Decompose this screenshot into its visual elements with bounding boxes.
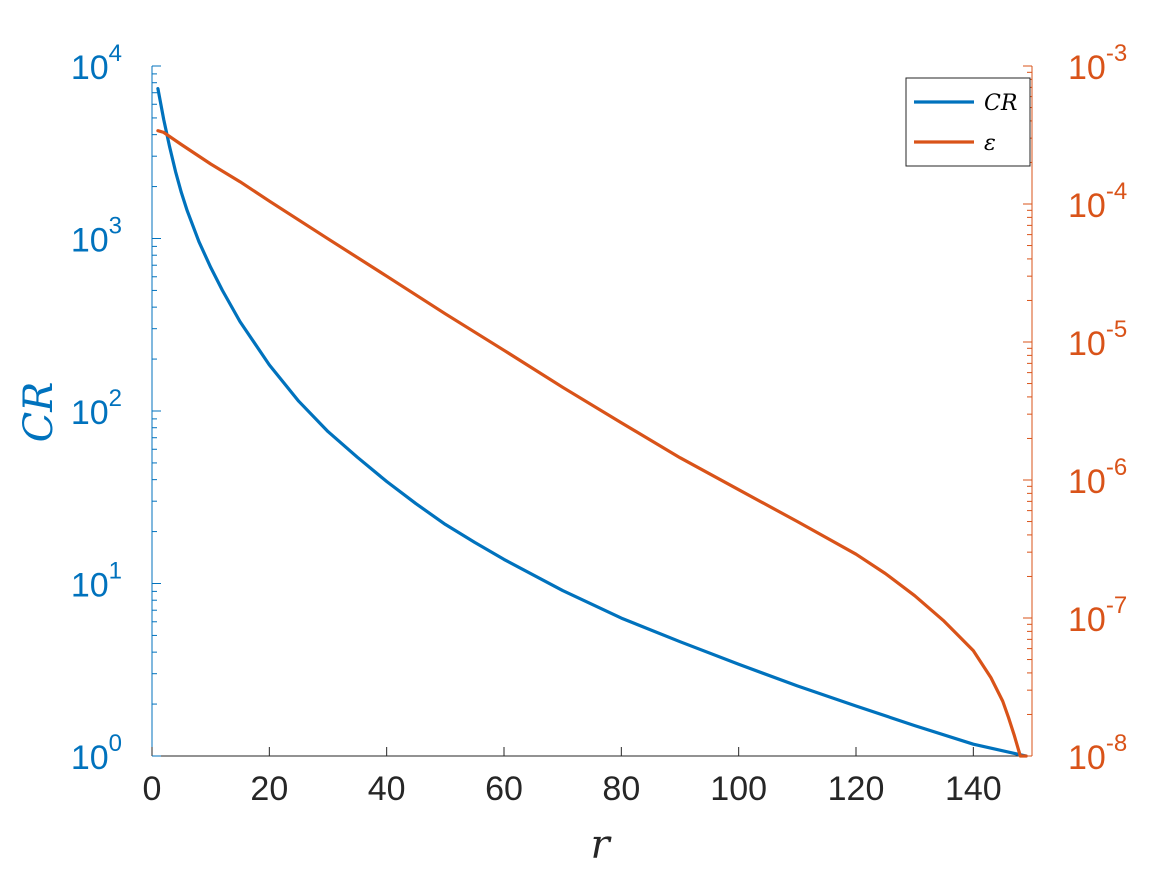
x-tick-label: 120 <box>828 770 885 808</box>
x-tick-label: 100 <box>710 770 767 808</box>
y-right-tick-base: 10 <box>1068 463 1106 501</box>
y-right-tick-base: 10 <box>1068 49 1106 87</box>
x-axis-title: r <box>590 822 612 868</box>
x-axis: 0 20 40 60 80 100 120 140 <box>143 747 1002 808</box>
y-right-tick-base: 10 <box>1068 325 1106 363</box>
y-right-tick-label: 10-8 <box>1068 730 1127 777</box>
y-left-tick-base: 10 <box>71 739 109 777</box>
y-right-tick-exp: -5 <box>1106 316 1127 343</box>
y-axis-right: 10-810-710-610-510-410-3 <box>1023 40 1127 777</box>
x-tick-label: 40 <box>368 770 406 808</box>
y-right-tick-label: 10-7 <box>1068 592 1127 639</box>
x-tick-label: 0 <box>143 770 162 808</box>
y-right-tick-label: 10-6 <box>1068 454 1127 501</box>
y-right-tick-exp: -3 <box>1106 40 1127 67</box>
x-tick-label: 80 <box>602 770 640 808</box>
series-line-cr <box>156 86 1028 758</box>
y-right-tick-base: 10 <box>1068 739 1106 777</box>
y-right-tick-base: 10 <box>1068 601 1106 639</box>
y-right-tick-base: 10 <box>1068 187 1106 225</box>
y-left-tick-base: 10 <box>71 394 109 432</box>
x-tick-label: 140 <box>945 770 1002 808</box>
legend-box <box>905 77 1031 167</box>
legend-label: ε <box>984 131 996 156</box>
x-tick-label: 20 <box>250 770 288 808</box>
y-left-tick-label: 102 <box>71 385 122 432</box>
y-right-tick-exp: -7 <box>1106 592 1127 619</box>
y-right-tick-exp: -4 <box>1106 178 1127 205</box>
x-tick-label: 60 <box>485 770 523 808</box>
y-left-tick-exp: 3 <box>109 213 122 240</box>
y-right-tick-label: 10-4 <box>1068 178 1127 225</box>
y-right-tick-exp: -6 <box>1106 454 1127 481</box>
y-left-tick-label: 101 <box>71 558 122 605</box>
y-left-tick-base: 10 <box>71 222 109 260</box>
legend: CR ε <box>905 77 1031 167</box>
y-left-tick-exp: 4 <box>109 40 122 67</box>
series-layer <box>156 86 1028 758</box>
y-right-tick-label: 10-3 <box>1068 40 1127 87</box>
y-axis-left-title: CR <box>16 382 62 443</box>
y-left-tick-label: 100 <box>71 730 122 777</box>
y-left-tick-label: 103 <box>71 213 122 260</box>
y-left-tick-base: 10 <box>71 49 109 87</box>
legend-label: CR <box>984 91 1017 116</box>
y-left-tick-base: 10 <box>71 567 109 605</box>
y-right-tick-exp: -8 <box>1106 730 1127 757</box>
series-line-epsilon <box>156 129 1028 758</box>
y-left-tick-exp: 1 <box>109 558 122 585</box>
y-left-tick-exp: 2 <box>109 385 122 412</box>
y-right-tick-label: 10-5 <box>1068 316 1127 363</box>
y-left-tick-exp: 0 <box>109 730 122 757</box>
y-left-tick-label: 104 <box>71 40 122 87</box>
